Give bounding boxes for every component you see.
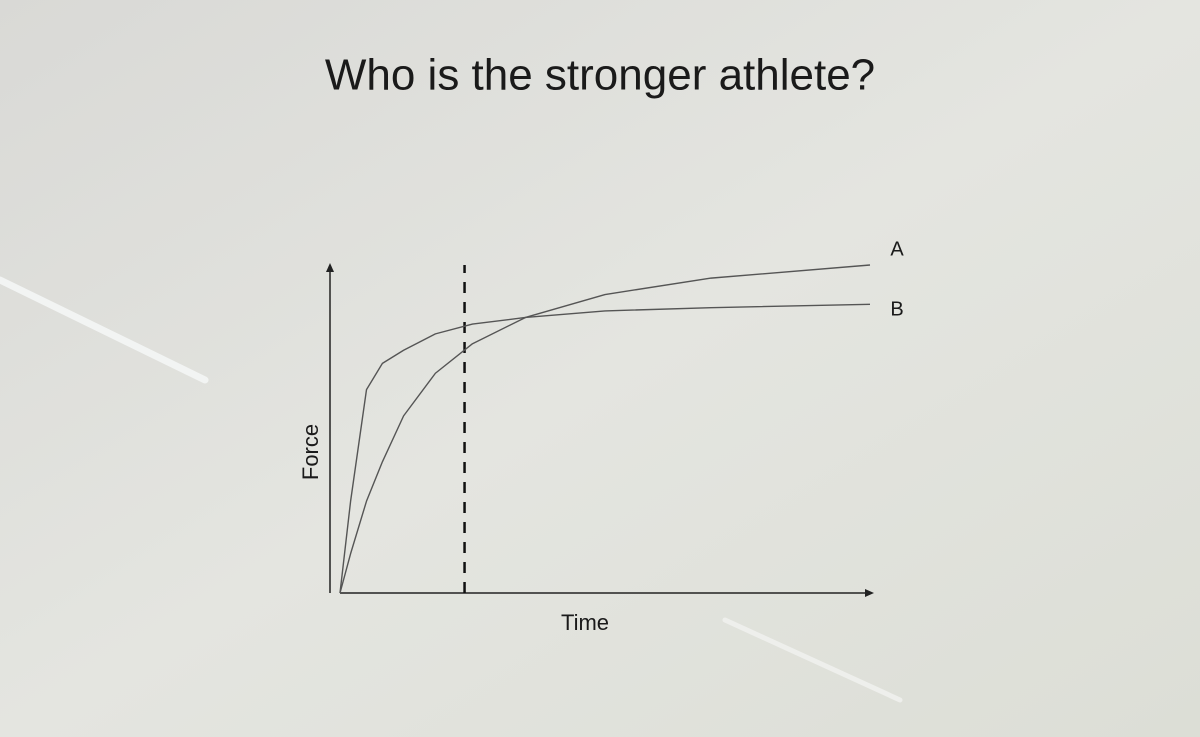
glare	[722, 617, 903, 703]
series-line	[339, 264, 871, 594]
series-label: A	[890, 238, 904, 260]
x-axis-arrow	[865, 589, 874, 597]
glare	[0, 276, 209, 384]
y-axis-label: Force	[298, 424, 323, 480]
series-label: B	[890, 299, 903, 321]
x-axis-label: Time	[561, 610, 609, 635]
chart-title: Who is the stronger athlete?	[325, 51, 875, 100]
series-line	[339, 303, 871, 594]
y-axis-arrow	[326, 263, 334, 272]
